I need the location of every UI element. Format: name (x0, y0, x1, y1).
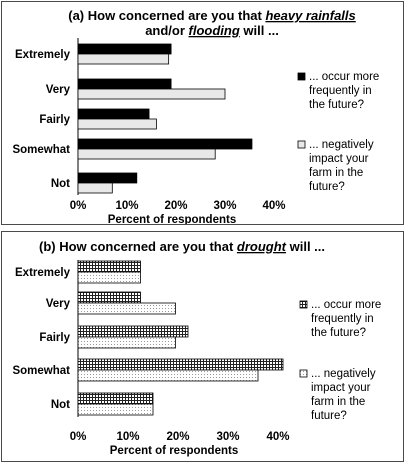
chart-a-canvas: (a) How concerned are you that heavy rai… (12, 8, 379, 224)
chart-a-x-tick-label: 30% (213, 200, 236, 212)
chart-a-category-label: Fairly (39, 114, 70, 126)
chart-a-legend-entry: ... negatively impact your farm in the futu… (309, 139, 374, 193)
chart-b-x-tick-label: 0% (70, 431, 87, 443)
chart-a-bar-occur (77, 172, 138, 184)
chart-a-legend-swatch (297, 72, 306, 81)
chart-b-canvas: (b) How concerned are you that drought w… (12, 239, 381, 457)
chart-a-bar-impact (77, 182, 113, 194)
chart-b-legend-swatch (299, 369, 308, 378)
chart-a-category-label: Extremely (15, 49, 71, 61)
chart-b-legend-entry: ... occur more frequently in the future? (311, 299, 381, 339)
chart-a-bar-impact (77, 148, 216, 160)
chart-b-x-tick-label: 20% (166, 431, 189, 443)
chart-b-bar-impact (77, 403, 154, 416)
chart-b-x-tick-label: 10% (116, 431, 139, 443)
chart-b-bar-impact (77, 302, 176, 315)
chart-b-bar-occur (77, 260, 141, 273)
chart-b-category-label: Somewhat (12, 365, 70, 377)
chart-b-x-tick-label: 40% (266, 431, 289, 443)
chart-a-legend-swatch (297, 140, 306, 149)
chart-panel-b: (b) How concerned are you that drought w… (1, 231, 404, 462)
chart-a-bar-occur (77, 43, 172, 55)
chart-a-x-axis-label: Percent of respondents (108, 214, 236, 224)
chart-a-bar-occur (77, 108, 150, 120)
chart-a-bar-occur (77, 78, 172, 90)
chart-b-bar-impact (77, 369, 259, 382)
chart-b-bar-impact (77, 336, 176, 349)
chart-b-x-tick-label: 30% (216, 431, 239, 443)
chart-a-category-label: Not (51, 178, 70, 190)
chart-a-category-label: Very (46, 84, 71, 96)
chart-b-legend-swatch (299, 300, 308, 309)
chart-b-x-axis-label: Percent of respondents (110, 445, 238, 457)
chart-b-category-label: Very (46, 298, 71, 310)
chart-b-title: (b) How concerned are you that drought w… (39, 239, 325, 254)
chart-a-bar-occur (77, 138, 253, 150)
chart-b-category-label: Extremely (15, 267, 71, 279)
chart-b-category-label: Fairly (39, 332, 70, 344)
chart-b-bar-occur (77, 325, 189, 338)
chart-a-bar-impact (77, 118, 157, 130)
chart-b-category-label: Not (51, 399, 70, 411)
chart-b-legend-entry: ... negatively impact your farm in the futu… (311, 368, 376, 422)
chart-panel-a: (a) How concerned are you that heavy rai… (1, 1, 404, 225)
chart-a-bar-impact (77, 53, 170, 65)
chart-a-x-tick-label: 10% (115, 200, 138, 212)
chart-a-x-tick-label: 0% (70, 200, 87, 212)
chart-b-bar-occur (77, 358, 284, 371)
chart-b-bar-occur (77, 291, 141, 304)
chart-a-category-label: Somewhat (12, 144, 70, 156)
chart-a-bar-impact (77, 88, 226, 100)
chart-a-x-tick-label: 40% (262, 200, 285, 212)
chart-a-title: (a) How concerned are you that heavy rai… (68, 8, 356, 38)
chart-b-bar-occur (77, 392, 154, 405)
chart-a-x-tick-label: 20% (164, 200, 187, 212)
chart-b-bar-impact (77, 271, 141, 284)
chart-a-legend-entry: ... occur more frequently in the future? (309, 71, 379, 111)
